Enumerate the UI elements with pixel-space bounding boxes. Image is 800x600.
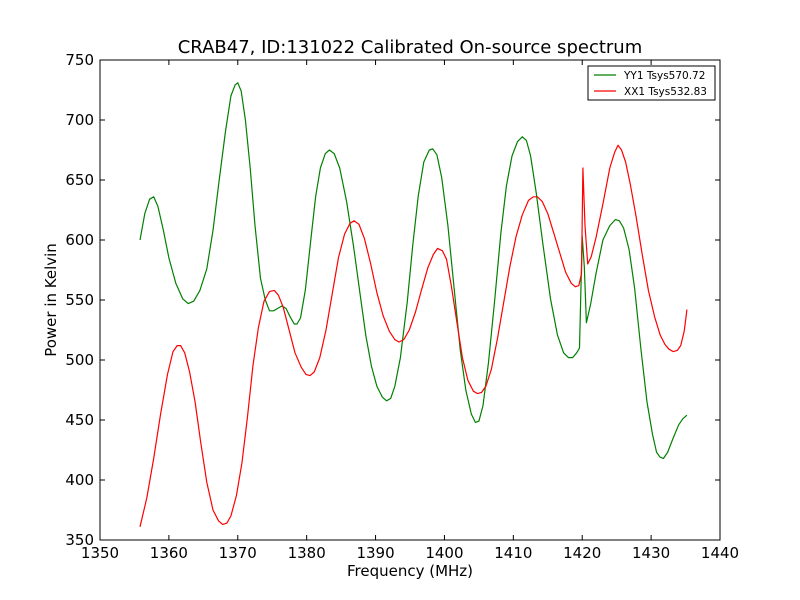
series-line-yy1	[139, 82, 688, 459]
x-tick-label: 1440	[701, 544, 739, 562]
plot-background	[100, 60, 720, 540]
x-tick-label: 1410	[494, 544, 532, 562]
y-tick-label: 550	[65, 291, 94, 309]
chart-title: CRAB47, ID:131022 Calibrated On-source s…	[178, 37, 643, 58]
y-tick-label: 500	[65, 351, 94, 369]
x-axis-title: Frequency (MHz)	[347, 562, 473, 580]
x-tick-label: 1390	[356, 544, 394, 562]
y-tick-label: 750	[65, 51, 94, 69]
y-tick-label: 600	[65, 231, 94, 249]
legend-box	[587, 65, 716, 101]
y-tick-label: 350	[65, 531, 94, 549]
x-tick-label: 1400	[425, 544, 463, 562]
series-layer	[139, 82, 688, 527]
x-tick-label: 1370	[219, 544, 257, 562]
y-tick-label: 700	[65, 111, 94, 129]
x-tick-label: 1430	[632, 544, 670, 562]
x-tick-label: 1420	[563, 544, 601, 562]
y-tick-label: 650	[65, 171, 94, 189]
legend-label: YY1 Tsys570.72	[623, 70, 705, 82]
series-line-xx1	[139, 144, 688, 527]
x-tick-label: 1360	[150, 544, 188, 562]
x-tick-label: 1350	[81, 544, 119, 562]
y-axis: 350 400 450 500 550 600 650 700 750	[65, 51, 720, 549]
legend-label: XX1 Tsys532.83	[624, 86, 707, 98]
legend: YY1 Tsys570.72 XX1 Tsys532.83	[587, 65, 716, 101]
x-tick-label: 1380	[288, 544, 326, 562]
plot-area: 1350 1360 1370 1380 1390 1400 1410 1420 1430 1440…	[65, 51, 739, 562]
x-axis: 1350 1360 1370 1380 1390 1400 1410 1420 1430 1440	[81, 60, 739, 562]
y-axis-title: Power in Kelvin	[42, 243, 60, 357]
y-tick-label: 400	[65, 471, 94, 489]
y-tick-label: 450	[65, 411, 94, 429]
